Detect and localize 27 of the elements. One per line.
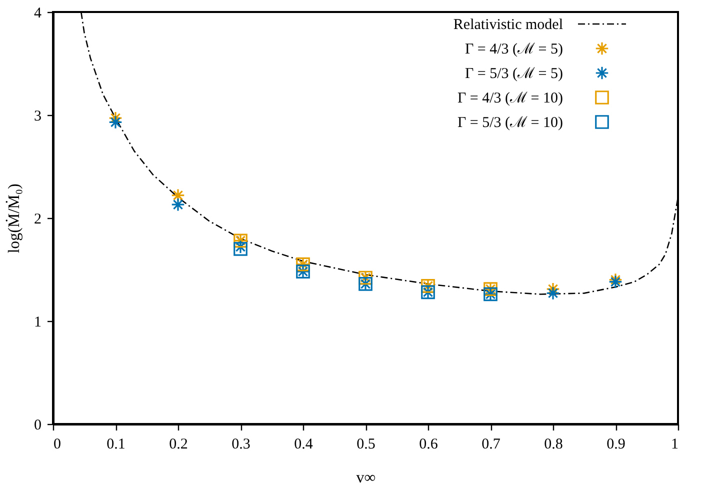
x-axis-title: v∞ <box>356 470 376 486</box>
x-tick-label: 0.5 <box>356 436 376 452</box>
y-axis-title: log(Ṁ/Ṁ₀) <box>5 184 23 254</box>
x-tick-label: 1 <box>671 436 678 452</box>
x-tick-label: 0 <box>54 436 61 452</box>
x-tick-label: 0.1 <box>106 436 126 452</box>
legend-label: Relativistic model <box>453 17 563 33</box>
point <box>171 188 185 202</box>
point <box>108 115 122 130</box>
y-tick-label: 1 <box>34 314 42 330</box>
y-tick-label: 4 <box>34 6 42 22</box>
x-tick-label: 0.2 <box>169 436 188 452</box>
y-tick-label: 3 <box>34 108 42 124</box>
legend-label: Γ = 4/3 (ℳ = 10) <box>458 90 564 106</box>
legend-label: Γ = 5/3 (ℳ = 10) <box>458 115 564 131</box>
point <box>546 286 560 300</box>
x-tick-label: 0.7 <box>482 436 501 452</box>
x-tick-label: 0.6 <box>419 436 438 452</box>
x-tick-label: 0.4 <box>294 436 314 452</box>
legend-label: Γ = 5/3 (ℳ = 5) <box>465 66 564 82</box>
legend-label: Γ = 4/3 (ℳ = 5) <box>465 42 564 58</box>
x-tick-label: 0.8 <box>544 436 563 452</box>
x-tick-label: 0.9 <box>606 436 626 452</box>
point <box>171 198 185 212</box>
x-tick-label: 0.3 <box>232 436 250 452</box>
y-tick-label: 0 <box>34 418 42 434</box>
y-tick-label: 2 <box>34 212 42 228</box>
